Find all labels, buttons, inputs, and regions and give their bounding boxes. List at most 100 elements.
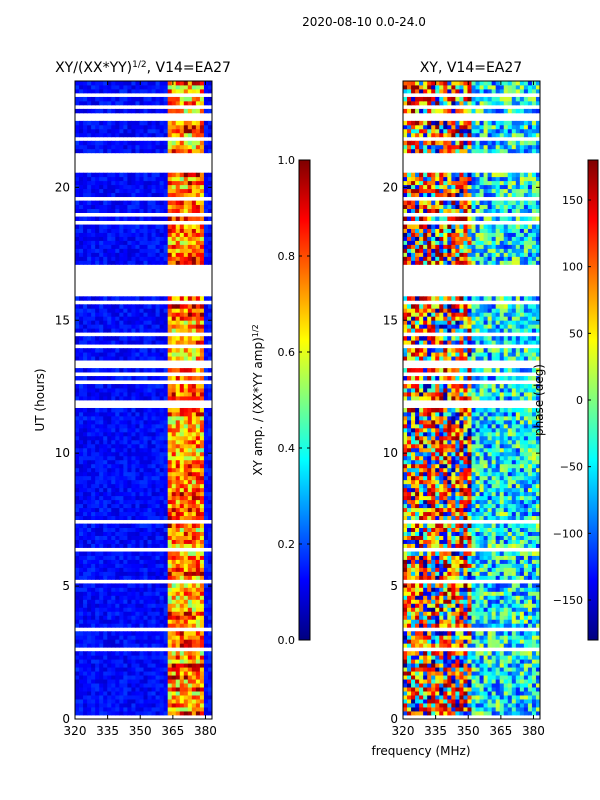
amplitude-cell [119,228,124,233]
amplitude-cell [143,543,149,548]
amplitude-cell [111,695,116,700]
amplitude-cell [75,551,80,556]
amplitude-cell [203,447,209,453]
amplitude-cell [187,224,193,229]
amplitude-cell [179,252,185,257]
amplitude-cell [91,711,96,716]
amplitude-cell [179,487,185,493]
amplitude-cell [103,607,108,612]
amplitude-cell [107,463,112,469]
amplitude-cell [123,124,128,130]
amplitude-cell [159,384,165,389]
amplitude-cell [135,687,141,692]
amplitude-cell [79,308,84,313]
amplitude-cell [179,447,185,453]
amplitude-cell [127,204,133,209]
amplitude-cell [147,683,153,688]
phase-cell [527,687,533,692]
amplitude-cell [203,108,209,114]
amplitude-cell [195,296,201,301]
amplitude-cell [163,587,169,592]
phase-cell [519,707,525,712]
amplitude-cell [75,603,80,608]
amplitude-cell [195,515,201,521]
phase-cell [439,703,444,708]
phase-cell [499,691,505,696]
amplitude-cell [127,495,133,501]
amplitude-cell [187,603,193,608]
amplitude-cell [127,507,133,513]
amplitude-cell [171,439,177,445]
amplitude-cell [91,132,96,138]
amplitude-cell [155,236,161,241]
phase-cell [447,675,452,680]
amplitude-cell [199,443,205,449]
amplitude-cell [183,244,189,249]
amplitude-cell [99,396,104,401]
amplitude-cell [99,415,104,421]
amplitude-cell [151,200,157,206]
amplitude-cell [163,571,169,576]
amplitude-cell [123,699,128,704]
amplitude-cell [151,587,157,592]
amplitude-cell [151,559,157,564]
amplitude-cell [119,176,124,182]
amplitude-cell [99,643,104,648]
amplitude-cell [155,583,161,588]
amplitude-cell [147,88,153,94]
phase-cell [483,651,489,656]
amplitude-cell [95,120,100,126]
phase-cell [511,679,517,684]
amplitude-cell [179,671,185,676]
amplitude-cell [203,683,209,688]
amplitude-cell [203,543,209,548]
amplitude-cell [99,567,104,572]
amplitude-cell [79,88,84,94]
amplitude-cell [175,667,181,672]
amplitude-cell [115,120,120,126]
amplitude-cell [87,336,92,341]
amplitude-cell [191,132,197,138]
amplitude-cell [203,651,209,656]
amplitude-cell [187,427,193,433]
phase-cell [463,671,469,676]
amplitude-cell [119,435,124,441]
amplitude-cell [143,176,149,182]
amplitude-cell [207,352,212,357]
phase-cell [463,635,469,640]
amplitude-cell [175,396,181,401]
amplitude-cell [203,655,209,660]
amplitude-cell [163,555,169,560]
amplitude-cell [203,252,209,257]
amplitude-cell [171,587,177,592]
amplitude-cell [147,523,153,528]
amplitude-cell [95,84,100,90]
amplitude-cell [91,447,96,453]
amplitude-cell [111,236,116,241]
amplitude-cell [95,591,100,596]
amplitude-cell [163,479,169,485]
amplitude-cell [95,148,100,154]
amplitude-cell [151,308,157,313]
amplitude-cell [83,667,88,672]
amplitude-cell [187,340,193,345]
phase-cell [407,699,412,704]
amplitude-cell [207,471,212,477]
amplitude-cell [155,356,161,361]
amplitude-cell [87,172,92,178]
amplitude-cell [207,324,212,329]
amplitude-cell [99,248,104,253]
amplitude-cell [87,591,92,596]
amplitude-cell [191,707,197,712]
amplitude-cell [107,411,112,417]
amplitude-cell [115,232,120,237]
amplitude-cell [199,415,205,421]
amplitude-cell [179,128,185,134]
amplitude-cell [143,304,149,309]
phase-cell [423,707,428,712]
amplitude-cell [179,248,185,253]
amplitude-cell [143,555,149,560]
amplitude-cell [87,256,92,261]
amplitude-cell [95,463,100,469]
phase-cell [523,691,529,696]
